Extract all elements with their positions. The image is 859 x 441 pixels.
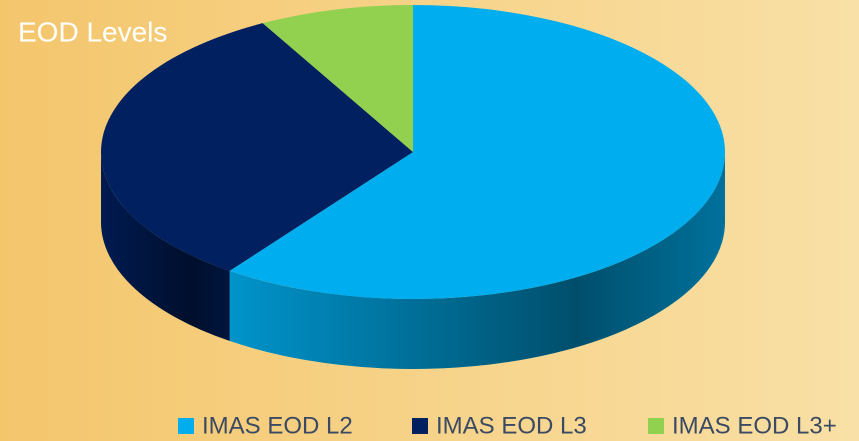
legend-label: IMAS EOD L3+ <box>672 412 837 439</box>
slice-side-shade <box>101 152 230 341</box>
slice <box>101 23 413 271</box>
legend-label: IMAS EOD L2 <box>202 412 353 439</box>
legend-swatch <box>412 418 428 434</box>
legend-swatch <box>648 418 664 434</box>
slice <box>229 5 726 299</box>
slice-side-shade <box>229 152 725 369</box>
legend-swatch <box>178 418 194 434</box>
chart-title: EOD Levels <box>18 16 167 47</box>
legend: IMAS EOD L2 IMAS EOD L3 IMAS EOD L3+ <box>178 412 837 439</box>
legend-label: IMAS EOD L3 <box>436 412 587 439</box>
slice <box>262 5 413 152</box>
pie <box>101 5 726 369</box>
